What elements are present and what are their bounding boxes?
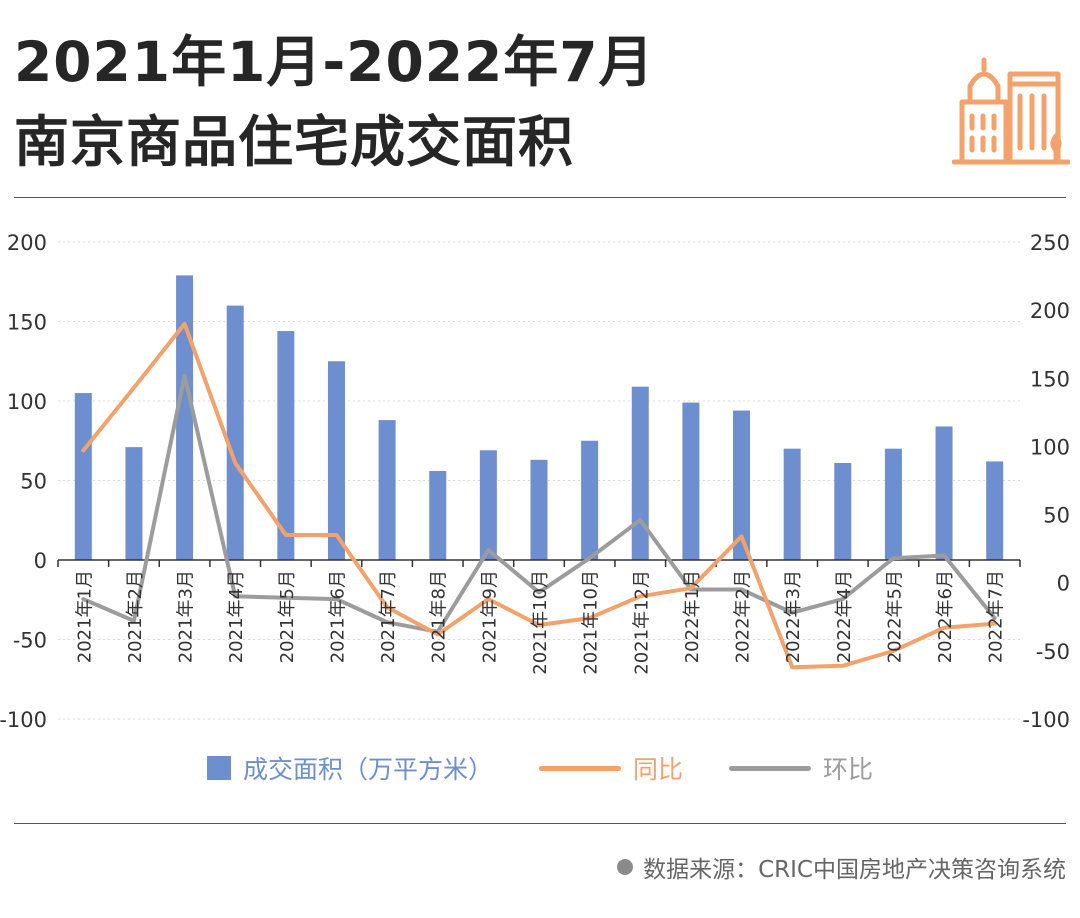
bar <box>530 459 548 560</box>
source-text: 数据来源：CRIC中国房地产决策咨询系统 <box>643 857 1066 883</box>
category-label: 2022年4月 <box>834 570 855 663</box>
left-tick-label: 50 <box>20 470 47 494</box>
bar <box>125 447 143 560</box>
category-label: 2022年3月 <box>783 570 804 663</box>
left-tick-label: -50 <box>13 629 47 653</box>
bar <box>378 420 396 560</box>
category-label: 2021年7月 <box>378 570 399 663</box>
category-label: 2021年9月 <box>479 570 500 663</box>
left-tick-label: 100 <box>7 390 47 414</box>
legend-item-area: 成交面积（万平方米） <box>206 750 493 786</box>
bar <box>327 361 345 560</box>
bar <box>176 275 194 560</box>
category-label: 2021年2月 <box>125 570 146 663</box>
legend-label-yoy: 同比 <box>632 755 683 784</box>
category-label: 2022年2月 <box>733 570 754 663</box>
left-tick-label: 0 <box>34 549 47 573</box>
right-tick-label: 0 <box>1057 572 1070 596</box>
source-note: 数据来源：CRIC中国房地产决策咨询系统 <box>617 850 1066 884</box>
legend-item-yoy: 同比 <box>538 750 683 786</box>
category-label: 2021年1月 <box>74 570 95 663</box>
bar <box>631 386 649 560</box>
mom-line <box>81 373 997 634</box>
bar <box>581 440 599 560</box>
category-label: 2022年5月 <box>884 570 905 663</box>
category-label: 2022年1月 <box>682 570 703 663</box>
bar <box>935 426 953 560</box>
bar <box>277 331 295 560</box>
axes <box>57 559 1021 567</box>
buildings-icon <box>952 57 1070 165</box>
right-tick-label: 100 <box>1030 435 1070 459</box>
chart: -100 -50 0 50 100 150 200 -100 -50 0 50 100 150 200 25… <box>0 231 1070 732</box>
right-tick-label: 50 <box>1043 504 1070 528</box>
legend-swatch-bar <box>206 756 231 780</box>
category-label: 2021年12月 <box>631 570 652 675</box>
tick-labels: -100 -50 0 50 100 150 200 -100 -50 0 50 100 150 200 25… <box>0 231 1070 732</box>
right-tick-label: 150 <box>1030 367 1070 391</box>
bar <box>783 448 801 560</box>
right-tick-label: -100 <box>1022 708 1070 732</box>
yoy-line <box>81 321 997 670</box>
source-dot-icon <box>617 859 634 875</box>
right-tick-label: -50 <box>1036 640 1070 664</box>
bar-series <box>74 275 1004 560</box>
category-label: 2021年3月 <box>176 570 197 663</box>
bar <box>986 461 1004 560</box>
bar <box>682 402 700 560</box>
legend-swatch-mom <box>729 765 811 771</box>
page-title: 2021年1月-2022年7月 南京商品住宅成交面积 <box>14 22 655 182</box>
bar <box>479 450 497 560</box>
title-line-2: 南京商品住宅成交面积 <box>14 110 575 174</box>
category-label: 2021年6月 <box>327 570 348 663</box>
category-label: 2021年5月 <box>277 570 298 663</box>
legend-swatch-yoy <box>538 765 621 771</box>
left-tick-label: 150 <box>7 311 47 335</box>
category-label: 2021年4月 <box>226 570 247 663</box>
legend: 成交面积（万平方米） 同比 环比 <box>0 748 1080 788</box>
top-divider <box>14 197 1066 198</box>
title-line-1: 2021年1月-2022年7月 <box>14 30 655 94</box>
bar <box>834 463 852 560</box>
line-series <box>81 321 997 670</box>
left-tick-label: -100 <box>0 708 47 732</box>
legend-item-mom: 环比 <box>729 750 873 786</box>
bar <box>733 410 751 560</box>
bar <box>226 305 244 560</box>
legend-label-area: 成交面积（万平方米） <box>242 755 493 784</box>
category-label: 2021年10月 <box>530 570 551 675</box>
category-label: 2021年10月 <box>581 570 602 675</box>
left-tick-label: 200 <box>7 231 47 255</box>
right-tick-label: 200 <box>1030 299 1070 323</box>
bar <box>429 470 447 560</box>
right-tick-label: 250 <box>1030 231 1070 255</box>
category-label: 2022年6月 <box>935 570 956 663</box>
bottom-divider <box>14 823 1066 824</box>
bar <box>884 448 902 560</box>
category-label: 2021年8月 <box>429 570 450 663</box>
bar <box>74 393 92 560</box>
category-label: 2022年7月 <box>986 570 1007 663</box>
legend-label-mom: 环比 <box>823 755 874 784</box>
